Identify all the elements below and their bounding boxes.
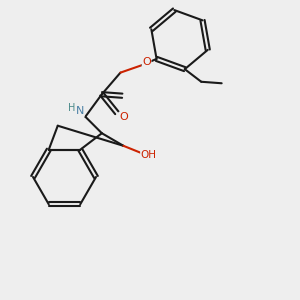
Text: H: H [68,103,75,113]
Text: O: O [142,56,151,67]
Text: N: N [76,106,84,116]
Text: OH: OH [141,150,157,160]
Text: O: O [119,112,128,122]
